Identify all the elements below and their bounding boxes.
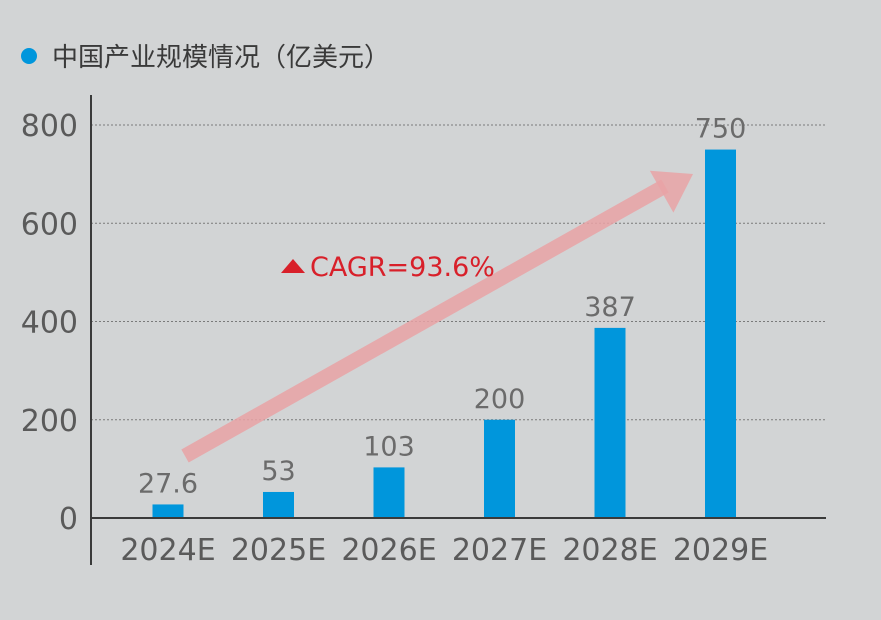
arrow-shaft [181, 179, 669, 463]
x-tick-label: 2029E [673, 533, 768, 568]
axes [90, 95, 826, 565]
bar-2028E [594, 327, 626, 518]
x-tick-label: 2025E [231, 533, 326, 568]
arrow-head-icon [649, 170, 693, 213]
x-tick-label: 2026E [341, 533, 436, 568]
y-tick-label: 200 [21, 404, 78, 439]
gridlines [91, 124, 826, 421]
x-axis-ticks: 2024E 2025E 2026E 2027E 2028E 2029E [120, 533, 768, 568]
cagr-annotation: CAGR=93.6% [310, 252, 495, 283]
data-label: 387 [584, 292, 636, 323]
y-axis-ticks: 0 200 400 600 800 [21, 109, 78, 537]
bar-2026E [373, 467, 405, 518]
y-tick-label: 0 [59, 502, 78, 537]
bar-2024E [152, 504, 184, 518]
data-label: 27.6 [138, 468, 198, 499]
legend-marker [21, 48, 37, 64]
bars [152, 149, 736, 518]
data-label: 750 [695, 114, 747, 145]
cagr-arrow [181, 170, 693, 463]
bar-2029E [705, 149, 736, 518]
up-triangle-icon [281, 259, 305, 273]
y-tick-label: 800 [21, 109, 78, 144]
data-label: 103 [363, 431, 415, 462]
bar-2027E [484, 419, 515, 518]
x-tick-label: 2028E [562, 533, 657, 568]
legend-entry: 中国产业规模情况（亿美元） [52, 43, 390, 73]
data-label: 53 [261, 456, 295, 487]
data-labels: 27.6 53 103 200 387 750 [138, 114, 746, 500]
x-tick-label: 2027E [452, 533, 547, 568]
y-tick-label: 600 [21, 207, 78, 242]
data-label: 200 [474, 384, 526, 415]
bar-2025E [263, 491, 294, 518]
y-tick-label: 400 [21, 306, 78, 341]
x-tick-label: 2024E [120, 533, 215, 568]
